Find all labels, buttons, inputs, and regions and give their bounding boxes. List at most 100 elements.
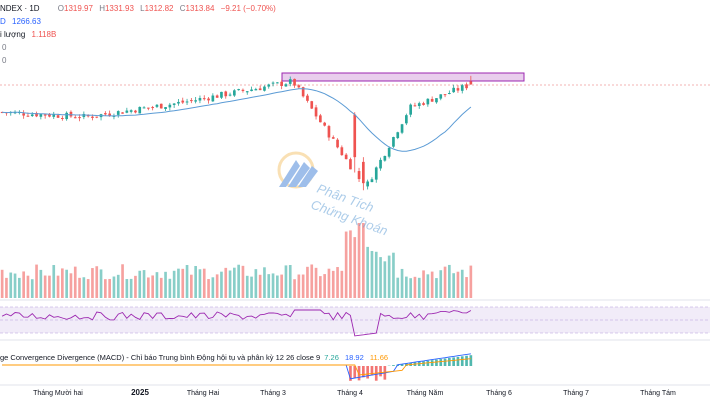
volume-bar — [215, 274, 219, 298]
volume-bar — [95, 266, 99, 298]
candle-body — [349, 159, 352, 170]
volume-bar — [78, 277, 81, 298]
volume-bar — [288, 265, 292, 298]
volume-bar — [254, 269, 258, 298]
volume-bar — [306, 266, 309, 298]
candle-body — [443, 94, 447, 96]
volume-bar — [134, 275, 137, 298]
indicator-row-4: 0 — [2, 56, 7, 65]
x-axis-label: Tháng 6 — [486, 390, 512, 397]
volume-bar — [177, 268, 180, 298]
candle-body — [430, 98, 434, 102]
volume-bar — [108, 278, 111, 298]
volume-bar — [245, 275, 249, 298]
candle-body — [237, 89, 240, 91]
candle-body — [344, 154, 348, 160]
candle-body — [30, 114, 34, 117]
candle-body — [181, 100, 185, 103]
volume-bar — [22, 271, 25, 298]
high-value: 1331.93 — [104, 4, 134, 13]
volume-bar — [211, 277, 215, 298]
volume-bar — [125, 279, 129, 298]
macd-bar — [426, 360, 430, 366]
macd-bar — [379, 366, 382, 377]
candle-body — [258, 88, 262, 91]
volume-bar — [18, 277, 21, 298]
volume-bar — [374, 251, 378, 298]
candle-body — [207, 98, 210, 101]
volume-bar — [86, 279, 90, 298]
candle-body — [164, 107, 167, 109]
candle-body — [460, 85, 464, 91]
candle-body — [125, 110, 129, 113]
candle-body — [250, 89, 253, 92]
candle-body — [426, 98, 430, 105]
candle-body — [48, 114, 51, 117]
volume-bar — [207, 279, 210, 298]
candle-body — [456, 88, 460, 91]
ma-value: 1266.63 — [12, 17, 41, 26]
macd-bar — [362, 366, 365, 378]
resistance-zone[interactable] — [281, 72, 525, 82]
macd-bar — [456, 356, 460, 366]
candle-body — [151, 107, 154, 109]
x-axis-label: Tháng Năm — [407, 390, 444, 397]
candle-body — [138, 106, 142, 114]
candle-body — [340, 147, 344, 156]
price-pane — [0, 75, 473, 191]
volume-bar — [276, 275, 279, 298]
macd-bar — [357, 366, 361, 381]
symbol-label[interactable]: NDEX · 1D — [0, 4, 40, 13]
volume-bar — [5, 277, 8, 298]
macd-bar — [435, 359, 438, 366]
volume-bar — [280, 274, 283, 298]
candle-body — [155, 104, 159, 107]
volume-bar — [314, 267, 318, 298]
candle-body — [465, 84, 468, 89]
volume-bar — [263, 267, 266, 298]
candle-body — [73, 117, 77, 119]
volume-bar — [310, 264, 314, 298]
candle-body — [116, 111, 120, 115]
volume-bar — [258, 274, 262, 298]
candle-body — [383, 155, 387, 161]
candle-body — [39, 114, 43, 117]
macd-bar — [469, 355, 473, 366]
volume-bar — [26, 275, 30, 298]
volume-bar — [185, 265, 189, 298]
volume-bar — [194, 266, 197, 298]
volume-bar — [353, 237, 357, 298]
low-value: 1312.82 — [144, 4, 174, 13]
x-axis-label: Tháng 7 — [563, 390, 589, 397]
candle-body — [233, 90, 236, 96]
macd-bar — [392, 365, 395, 366]
volume-bar — [159, 277, 163, 298]
candle-body — [190, 100, 193, 102]
volume-bar — [52, 265, 56, 298]
volume-bar — [39, 269, 43, 298]
volume-bar — [233, 267, 236, 298]
volume-bar — [73, 266, 77, 298]
candle-body — [370, 179, 374, 183]
volume-bar — [172, 270, 176, 298]
candle-body — [353, 114, 357, 158]
volume-bar — [435, 278, 438, 298]
candle-body — [409, 104, 412, 115]
candle-body — [202, 98, 206, 100]
candle-body — [400, 124, 404, 133]
candle-body — [185, 101, 189, 103]
close-label: C — [179, 4, 186, 13]
volume-bar — [349, 230, 352, 298]
candle-body — [357, 171, 361, 180]
macd-bar — [465, 355, 468, 366]
volume-value: 1.118B — [31, 30, 57, 39]
volume-legend: i lượng 1.118B — [0, 30, 56, 39]
volume-bar — [168, 278, 172, 298]
volume-bar — [129, 278, 133, 298]
close-value: 1313.84 — [185, 4, 215, 13]
candle-body — [112, 115, 116, 117]
macd-bar — [439, 359, 443, 366]
candle-body — [142, 107, 146, 109]
candle-body — [301, 87, 305, 97]
